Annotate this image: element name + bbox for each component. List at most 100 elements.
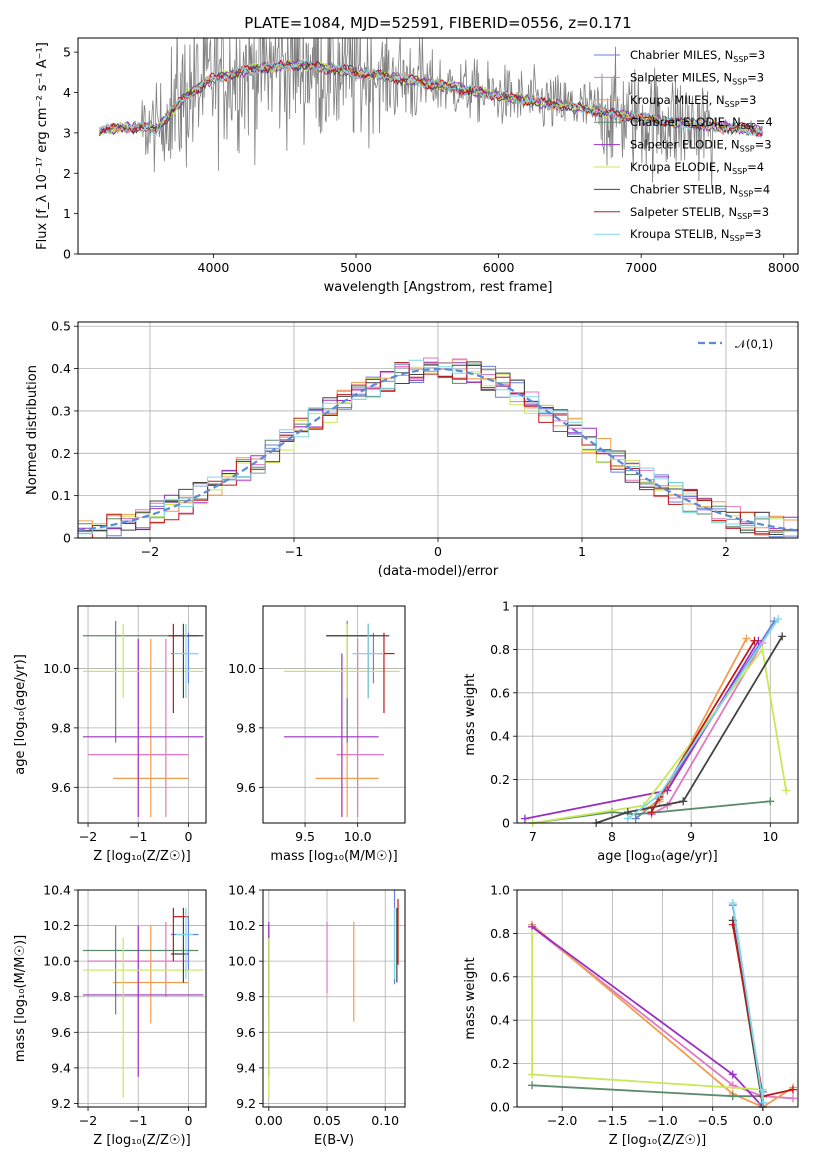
x-tick-label: 0 bbox=[434, 544, 442, 559]
y-tick-label: 0.1 bbox=[51, 488, 71, 503]
y-tick-label: 0 bbox=[502, 816, 510, 831]
errorbar-point bbox=[83, 925, 204, 1077]
y-tick-label: 1.0 bbox=[490, 883, 510, 898]
model-spectrum-line bbox=[99, 59, 763, 137]
x-tick-label: −1 bbox=[129, 829, 147, 844]
legend-label: Chabrier ELODIE, NSSP=4 bbox=[630, 115, 773, 131]
residuals-axes: −2 −1 0 1 2 0 0.1 0.2 0.3 0.4 0.5 (data-model)/erro… bbox=[25, 319, 798, 579]
errorbar-point bbox=[113, 925, 189, 1024]
y-tick-label: 0.8 bbox=[490, 642, 510, 657]
weight_vs_Z-axes: −2.0 −1.5 −1.0 −0.5 0.0 0.0 0.2 0.4 0.6 0.8 1.0 Z [… bbox=[463, 883, 798, 1148]
age_vs_mass-frame bbox=[262, 605, 406, 824]
y-tick-label: 9.6 bbox=[51, 780, 71, 795]
errorbar-point bbox=[168, 623, 179, 714]
x-tick-label: −2 bbox=[79, 1113, 97, 1128]
mass_vs_Z-frame bbox=[77, 889, 207, 1108]
y-tick-label: 4 bbox=[63, 85, 71, 100]
x-tick-label: −2.0 bbox=[547, 1113, 577, 1128]
y-tick-label: 5 bbox=[63, 45, 71, 60]
series-line bbox=[532, 647, 787, 823]
plus-marker bbox=[623, 814, 632, 823]
legend-label: Kroupa STELIB, NSSP=3 bbox=[630, 227, 761, 243]
errorbar-point bbox=[83, 620, 199, 743]
x-tick-label: 2 bbox=[722, 544, 730, 559]
x-axis-label: Z [log₁₀(Z/Z☉)] bbox=[93, 1133, 190, 1148]
mass_vs_EBV-axes: 0.00 0.05 0.10 9.2 9.4 9.6 9.8 10.0 10.2 10.4 E(B-… bbox=[228, 883, 405, 1148]
mass_vs_Z-axes: −2 −1 0 9.2 9.4 9.6 9.8 10.0 10.2 10.4 Z [log₁₀(Z/… bbox=[13, 883, 206, 1148]
y-tick-label: 9.2 bbox=[51, 1096, 71, 1111]
model-spectrum-line bbox=[99, 58, 763, 135]
y-tick-label: 9.4 bbox=[236, 1060, 256, 1075]
x-tick-label: 7000 bbox=[625, 260, 657, 275]
y-tick-label: 10.2 bbox=[43, 918, 71, 933]
plus-marker bbox=[742, 634, 751, 643]
plus-marker bbox=[758, 1085, 767, 1094]
y-tick-label: 0.2 bbox=[490, 1056, 510, 1071]
plus-marker bbox=[528, 1081, 537, 1090]
y-tick-label: 2 bbox=[63, 166, 71, 181]
x-tick-label: 7 bbox=[529, 829, 537, 844]
x-axis-label: (data-model)/error bbox=[378, 564, 499, 579]
plus-marker bbox=[750, 636, 759, 645]
x-axis-label: age [log₁₀(age/yr)] bbox=[597, 849, 718, 864]
legend-label: Chabrier STELIB, NSSP=4 bbox=[630, 182, 770, 198]
series-line bbox=[531, 924, 794, 1107]
x-tick-label: −1.5 bbox=[597, 1113, 627, 1128]
x-tick-label: 10.0 bbox=[344, 829, 372, 844]
errorbar-point bbox=[173, 623, 199, 699]
y-tick-label: 9.4 bbox=[51, 1060, 71, 1075]
y-tick-label: 10.2 bbox=[228, 918, 256, 933]
plus-marker bbox=[728, 1070, 737, 1079]
y-tick-label: 9.6 bbox=[51, 1025, 71, 1040]
legend-label: 𝒩(0,1) bbox=[735, 337, 773, 351]
y-tick-label: 9.8 bbox=[236, 720, 256, 735]
y-tick-label: 9.6 bbox=[236, 1025, 256, 1040]
plus-marker bbox=[520, 814, 529, 823]
x-tick-label: −0.5 bbox=[698, 1113, 728, 1128]
y-tick-label: 10.0 bbox=[43, 661, 71, 676]
spectrum-axes: 4000 5000 6000 7000 8000 0 1 2 3 4 5 wavelength [An… bbox=[35, 42, 800, 295]
age_vs_Z-axes: −2 −1 0 9.6 9.8 10.0 Z [log₁₀(Z/Z☉)] age [log₁₀… bbox=[13, 606, 206, 864]
x-axis-label: E(B-V) bbox=[314, 1133, 354, 1148]
x-tick-label: 4000 bbox=[198, 260, 230, 275]
y-tick-label: 9.8 bbox=[236, 989, 256, 1004]
series-line bbox=[524, 640, 760, 820]
y-tick-label: 10.0 bbox=[228, 661, 256, 676]
y-tick-label: 10.4 bbox=[228, 883, 256, 898]
mass_vs_EBV-frame bbox=[262, 889, 406, 1108]
x-tick-label: 9 bbox=[687, 829, 695, 844]
errorbar-point bbox=[352, 632, 379, 684]
x-tick-label: 0.00 bbox=[255, 1113, 283, 1128]
y-tick-label: 0.4 bbox=[490, 729, 510, 744]
x-tick-label: −1 bbox=[129, 1113, 147, 1128]
plus-marker bbox=[528, 929, 537, 938]
weight_vs_Z-frame bbox=[516, 889, 799, 1108]
y-axis-label: Normed distribution bbox=[25, 365, 40, 495]
y-tick-label: 0.8 bbox=[490, 926, 510, 941]
legend-label: Salpeter ELODIE, NSSP=3 bbox=[630, 138, 772, 154]
y-tick-label: 3 bbox=[63, 125, 71, 140]
histogram-step-line bbox=[78, 359, 798, 538]
legend-label: Kroupa ELODIE, NSSP=4 bbox=[630, 160, 764, 176]
x-axis-label: Z [log₁₀(Z/Z☉)] bbox=[93, 849, 190, 864]
y-tick-label: 0.2 bbox=[51, 446, 71, 461]
x-tick-label: 0.05 bbox=[313, 1113, 341, 1128]
age_vs_Z-frame bbox=[77, 605, 207, 824]
x-tick-label: −1 bbox=[285, 544, 303, 559]
residuals-legend: 𝒩(0,1) bbox=[698, 337, 773, 351]
y-tick-label: 0.4 bbox=[51, 361, 71, 376]
plus-marker bbox=[655, 790, 664, 799]
x-tick-label: 1 bbox=[578, 544, 586, 559]
spectrum-frame bbox=[77, 37, 799, 255]
errorbar-point bbox=[170, 916, 199, 971]
y-tick-label: 0.6 bbox=[490, 685, 510, 700]
x-tick-label: 9.5 bbox=[295, 829, 315, 844]
y-tick-label: 10.0 bbox=[43, 954, 71, 969]
data-spectrum-line bbox=[99, 38, 763, 190]
y-tick-label: 10.0 bbox=[228, 954, 256, 969]
plus-marker bbox=[788, 1094, 797, 1103]
residuals-frame bbox=[77, 321, 799, 539]
plus-marker bbox=[788, 1085, 797, 1094]
errorbar-point bbox=[284, 653, 379, 818]
